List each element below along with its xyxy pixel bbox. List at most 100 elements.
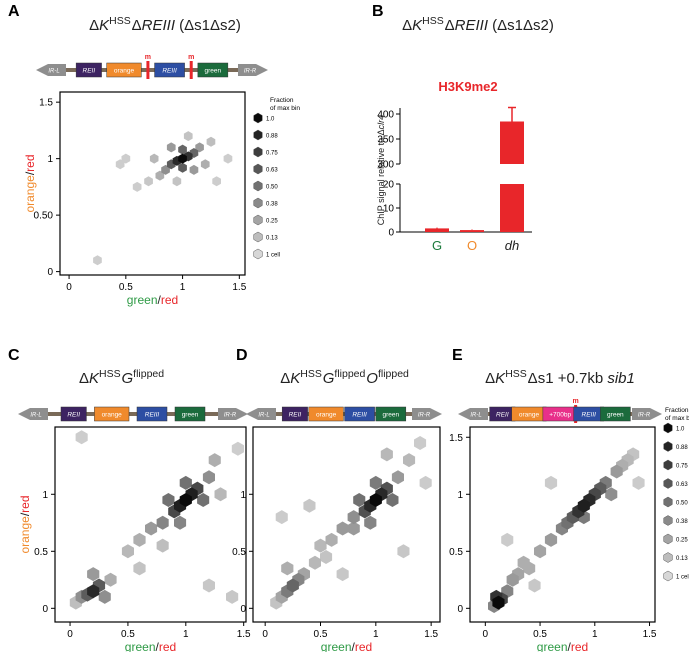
text-part: K: [99, 17, 110, 34]
construct-element: [136, 406, 168, 422]
y-tick-label: 10: [383, 204, 395, 215]
panel-letter: B: [372, 3, 384, 20]
x-tick-label: 0.5: [121, 629, 135, 640]
text-part: /: [23, 171, 37, 175]
legend-swatch: [253, 146, 263, 158]
ir-label: IR-R: [224, 413, 237, 419]
element-label: green: [182, 412, 199, 419]
hexbin-cell: [149, 153, 159, 164]
text-part: flipped: [334, 368, 365, 380]
hexbin-cell: [133, 532, 146, 547]
hexbin-cell: [281, 561, 294, 576]
methylation-mark: [189, 61, 193, 79]
hexbin-cell: [121, 153, 131, 164]
hexbin-cell: [156, 538, 169, 553]
hexbin-cell: [336, 521, 349, 536]
text-part: G: [323, 370, 335, 387]
legend-swatch: [663, 422, 673, 434]
ir-arrow: [218, 408, 248, 420]
hexbin-cell: [121, 544, 134, 559]
panel-title: ΔKHSS ΔREIII (Δs1Δs2): [89, 15, 241, 34]
text-part: Δs1 +0.7kb: [528, 370, 608, 387]
panel-title: ΔKHSS Δs1 +0.7kb sib1: [485, 368, 635, 387]
text-part: K: [495, 370, 506, 387]
text-part: orange: [18, 516, 32, 554]
spacer: [409, 374, 410, 386]
text-part: O: [366, 370, 378, 387]
element-label: REII: [67, 412, 80, 419]
ir-label: IR-L: [470, 413, 481, 419]
hexbin-cell: [314, 538, 327, 553]
legend-swatch: [663, 459, 673, 471]
y-tick-label: 0: [240, 604, 246, 615]
text-part: red: [571, 640, 588, 652]
text-part: REIII: [142, 17, 175, 34]
hexbin-cell: [195, 142, 204, 153]
text-part: Δ: [79, 370, 89, 387]
x-tick-label: 1.5: [424, 629, 438, 640]
bar: [460, 230, 484, 232]
element-label: orange: [316, 412, 337, 419]
hexbin-cell: [336, 567, 349, 582]
element-label: REII: [83, 68, 96, 75]
legend-label: 1.0: [676, 427, 685, 433]
construct-element: [174, 406, 206, 422]
text-part: /: [568, 640, 572, 652]
hexbin-cell: [544, 532, 558, 547]
hexbin-cell: [75, 430, 88, 445]
y-tick-label: 1: [47, 154, 53, 165]
text-part: red: [159, 640, 176, 652]
hexbin-cell: [144, 176, 153, 187]
text-part: clr4: [376, 115, 386, 130]
y-tick-label: 0.5: [34, 547, 48, 558]
legend-label: 0.75: [676, 464, 688, 470]
text-part: /: [18, 512, 32, 516]
hexbin-cell: [156, 515, 169, 530]
x-tick-label: 0.5: [119, 282, 133, 293]
y-tick-label: 0.5: [449, 547, 463, 558]
text-part: orange: [23, 175, 37, 213]
text-part: red: [355, 640, 372, 652]
text-part: HSS: [300, 368, 322, 380]
text-part: Δ: [132, 17, 142, 34]
legend-swatch: [663, 496, 673, 508]
element-label: orange: [114, 68, 135, 75]
hexbin-cell: [202, 470, 215, 485]
hexbin-cell: [414, 436, 427, 450]
bar: [425, 228, 449, 232]
x-tick-label: 0.5: [314, 629, 328, 640]
text-part: HSS: [422, 15, 444, 27]
element-label: orange: [519, 412, 540, 419]
hexbin-cell: [610, 464, 623, 479]
construct-element: [375, 406, 407, 422]
legend-swatch: [663, 478, 673, 489]
ir-label: IR-L: [30, 413, 41, 419]
element-label: REII: [289, 412, 302, 419]
hexbin-cell: [133, 561, 146, 576]
hexbin-cell: [275, 510, 288, 525]
hexbin-cell: [528, 578, 541, 593]
hexbin-cell: [303, 498, 316, 513]
hexbin-cell: [605, 487, 618, 502]
element-label: REIII: [582, 412, 597, 419]
panel-title: ΔKHSS Gflipped Oflipped: [280, 368, 410, 387]
legend-swatch: [253, 129, 263, 141]
legend-label: 0.38: [266, 202, 278, 208]
element-label: REII: [496, 412, 509, 419]
legend-title: Fraction: [270, 97, 294, 104]
legend-label: 0.88: [676, 445, 688, 451]
legend-title: Fraction: [665, 407, 689, 414]
hexbin-cell: [325, 532, 338, 547]
element-label: REIII: [162, 68, 177, 75]
text-part: red: [161, 293, 178, 307]
x-tick-label: 0: [483, 629, 489, 640]
text-part: (Δs1Δs2): [488, 17, 554, 34]
text-part: K: [412, 17, 423, 34]
legend-swatch: [253, 197, 263, 209]
hexbin-cell: [208, 453, 221, 468]
hexbin-cell: [178, 162, 187, 173]
hexbin-cell: [397, 544, 410, 559]
legend-swatch: [663, 552, 673, 563]
hexbin-cell: [577, 498, 590, 513]
element-label: orange: [102, 412, 123, 419]
